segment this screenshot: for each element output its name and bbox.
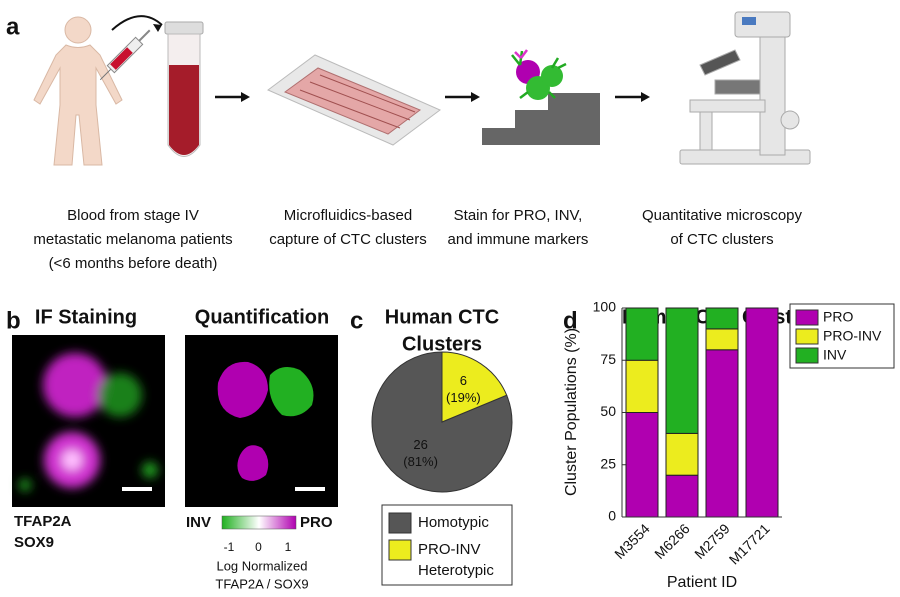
microscope: [679, 11, 811, 165]
chart-title: Clusters: [402, 333, 482, 355]
step-caption: Microfluidics-based: [284, 207, 412, 224]
x-axis-label: Patient ID: [667, 574, 737, 591]
microfluidic-chip: [267, 54, 441, 146]
legend-swatch: [795, 347, 819, 364]
step-caption: Quantitative microscopy: [642, 207, 803, 224]
panel-label: d: [563, 307, 578, 334]
if-staining-image: [12, 335, 165, 507]
colorbar-label: Log Normalized: [216, 558, 307, 573]
legend-label: PRO-INV: [418, 541, 481, 558]
colorbar: [221, 515, 297, 530]
bar-segment: [705, 328, 739, 351]
legend-swatch: [795, 309, 819, 326]
step-caption: Blood from stage IV: [67, 207, 199, 224]
bar-segment: [665, 432, 699, 476]
pie-slice: [441, 351, 508, 423]
human-figure: [33, 16, 123, 166]
panel-label: a: [6, 13, 20, 40]
legend-swatch: [388, 512, 412, 534]
legend-label: Homotypic: [418, 514, 489, 531]
quantification-image: [185, 335, 338, 507]
y-axis-label: Cluster Populations (%): [563, 328, 580, 496]
panel-title: Quantification: [195, 306, 329, 328]
arrow: [445, 92, 480, 102]
y-tick-label: 50: [600, 403, 616, 419]
x-tick-label: M6266: [651, 520, 693, 562]
x-tick-label: M17721: [726, 520, 773, 567]
curved-arrow: [111, 15, 163, 31]
blood-tube: [164, 21, 204, 157]
slice-label: 6: [460, 373, 467, 388]
marker-label: SOX9: [14, 534, 54, 551]
y-tick-label: 0: [608, 508, 616, 524]
bar-segment: [625, 359, 659, 413]
step-caption: Stain for PRO, INV,: [454, 207, 583, 224]
y-tick-label: 25: [600, 455, 616, 471]
slice-label: (19%): [446, 390, 481, 405]
step-caption: metastatic melanoma patients: [33, 231, 232, 248]
arrow: [615, 92, 650, 102]
step-caption: (<6 months before death): [49, 255, 218, 272]
legend-label: INV: [823, 347, 847, 363]
panel-title: IF Staining: [35, 306, 137, 328]
arrow-head: [153, 24, 162, 32]
arrow: [215, 92, 250, 102]
syringe: [99, 29, 151, 81]
legend-label: Heterotypic: [418, 562, 494, 579]
legend-label: PRO: [823, 309, 853, 325]
legend-swatch: [388, 539, 412, 561]
colorbar-tick: 1: [285, 540, 292, 554]
panel-label: b: [6, 307, 21, 334]
step-caption: capture of CTC clusters: [269, 231, 427, 248]
chart-title: Human CTC: [385, 306, 499, 328]
bar-segment: [665, 307, 699, 434]
colorbar-tick: 0: [255, 540, 262, 554]
bar-segment: [745, 307, 779, 518]
marker-label: TFAP2A: [14, 513, 72, 530]
bar-segment: [625, 307, 659, 361]
bar-segment: [705, 349, 739, 518]
legend-label: PRO-INV: [823, 328, 882, 344]
legend-swatch: [795, 328, 819, 345]
slice-label: (81%): [403, 454, 438, 469]
colorbar-high: PRO: [300, 514, 333, 531]
x-tick-label: M3554: [611, 520, 653, 562]
colorbar-label: TFAP2A / SOX9: [215, 576, 308, 591]
staining-illustration: [482, 49, 600, 145]
bar-segment: [625, 412, 659, 518]
bar-segment: [705, 307, 739, 330]
y-tick-label: 75: [600, 351, 616, 367]
slice-label: 26: [413, 437, 427, 452]
bar-segment: [665, 474, 699, 518]
step-caption: and immune markers: [448, 231, 589, 248]
step-caption: of CTC clusters: [670, 231, 773, 248]
colorbar-tick: -1: [224, 540, 235, 554]
y-tick-label: 100: [593, 299, 617, 315]
colorbar-low: INV: [186, 514, 211, 531]
panel-label: c: [350, 307, 363, 334]
